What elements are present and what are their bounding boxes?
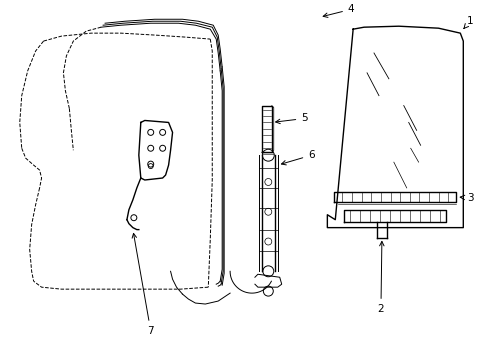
Text: 5: 5 bbox=[275, 113, 307, 123]
Text: 2: 2 bbox=[377, 242, 384, 314]
Text: 1: 1 bbox=[463, 16, 472, 28]
Text: 6: 6 bbox=[281, 150, 314, 165]
Text: 3: 3 bbox=[459, 193, 472, 203]
Text: 7: 7 bbox=[132, 233, 154, 336]
Text: 4: 4 bbox=[323, 4, 354, 17]
